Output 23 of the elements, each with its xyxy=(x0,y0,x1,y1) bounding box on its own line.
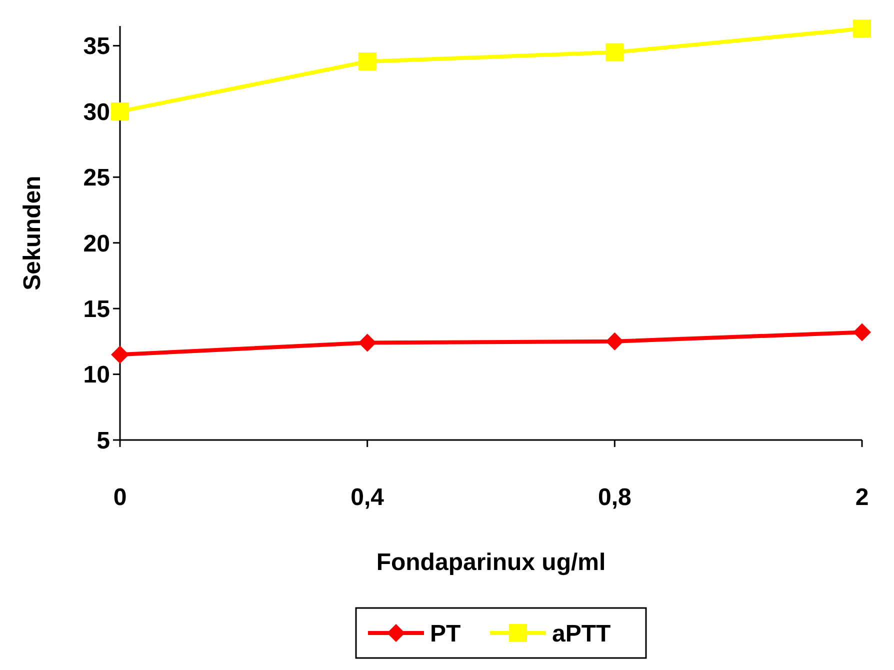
x-axis-title: Fondaparinux ug/ml xyxy=(376,549,606,576)
y-tick-label: 20 xyxy=(83,230,110,258)
x-tick-label: 0,8 xyxy=(598,484,632,511)
y-tick-label: 30 xyxy=(83,98,110,126)
point xyxy=(358,52,376,70)
point xyxy=(358,334,376,352)
y-tick-label: 5 xyxy=(96,427,110,454)
y-tick-label: 35 xyxy=(83,33,110,60)
point xyxy=(111,346,129,364)
y-axis-title: Sekunden xyxy=(19,176,46,290)
point xyxy=(606,332,624,350)
point xyxy=(606,43,624,62)
x-tick-label: 0,4 xyxy=(350,484,385,511)
legend-label: aPTT xyxy=(552,620,612,648)
y-tick-label: 25 xyxy=(83,164,110,192)
point xyxy=(111,102,129,120)
x-tick-label: 2 xyxy=(855,484,869,511)
point xyxy=(853,323,871,342)
legend-label: PT xyxy=(430,620,462,648)
y-tick-label: 10 xyxy=(83,362,110,389)
x-tick-label: 0 xyxy=(113,484,127,511)
point xyxy=(853,20,871,38)
y-tick-label: 15 xyxy=(83,296,110,323)
